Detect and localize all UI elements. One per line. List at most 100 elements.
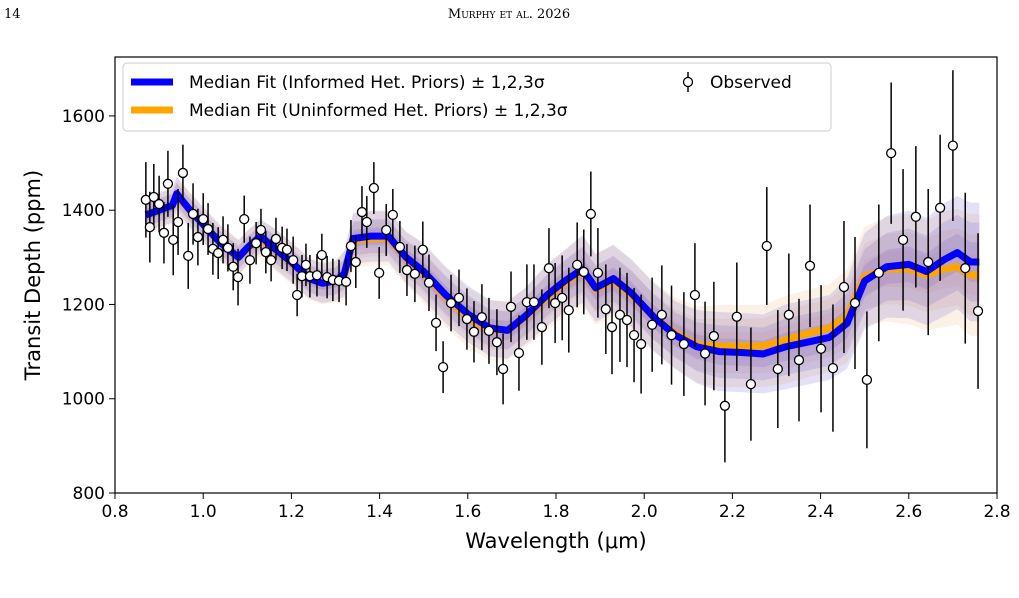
observed-point <box>368 182 380 194</box>
observed-point <box>827 362 839 374</box>
legend-label: Median Fit (Informed Het. Priors) ± 1,2,… <box>189 73 545 93</box>
x-tick-label: 1.2 <box>278 502 305 522</box>
y-tick-label: 1600 <box>62 107 105 127</box>
observed-point <box>192 231 204 243</box>
observed-point <box>491 337 503 348</box>
observed-point <box>678 338 690 350</box>
y-tick-label: 1200 <box>62 295 105 315</box>
observed-point <box>255 224 267 236</box>
observed-point <box>745 378 757 390</box>
observed-point <box>468 326 480 337</box>
observed-point <box>614 309 626 320</box>
x-tick-label: 1.8 <box>542 502 569 522</box>
x-tick-label: 0.8 <box>101 502 128 522</box>
observed-point <box>288 255 299 266</box>
observed-point <box>578 266 589 278</box>
observed-point <box>646 319 658 330</box>
x-tick-label: 2.8 <box>983 502 1010 522</box>
observed-point <box>910 211 922 222</box>
x-tick-label: 2.6 <box>895 502 922 522</box>
x-tick-label: 1.6 <box>454 502 481 522</box>
observed-point <box>947 140 959 151</box>
observed-point <box>585 208 596 220</box>
observed-point <box>430 317 442 328</box>
legend-label: Observed <box>710 73 792 93</box>
observed-point <box>549 297 561 309</box>
observed-point <box>409 268 421 279</box>
observed-point <box>202 223 214 235</box>
observed-point <box>144 222 155 233</box>
observed-point <box>731 311 742 322</box>
observed-point <box>316 249 327 261</box>
observed-point <box>270 233 282 245</box>
observed-point <box>291 289 303 301</box>
y-tick-label: 1400 <box>62 201 105 221</box>
observed-point <box>708 330 720 342</box>
observed-point <box>838 281 850 293</box>
observed-point <box>628 329 640 341</box>
x-tick-label: 2.2 <box>719 502 746 522</box>
observed-point <box>689 289 701 301</box>
observed-point <box>536 321 548 333</box>
observed-point <box>361 216 372 228</box>
observed-point <box>505 301 517 312</box>
observed-point <box>719 400 731 411</box>
observed-point <box>815 343 827 354</box>
x-tick-label: 2.0 <box>631 502 658 522</box>
observed-point <box>783 309 794 320</box>
observed-point <box>897 234 909 246</box>
observed-point <box>621 314 633 326</box>
observed-point <box>381 224 392 236</box>
observed-point <box>250 238 262 249</box>
observed-point <box>453 292 465 304</box>
observed-point <box>461 313 473 325</box>
observed-point <box>497 363 509 375</box>
observed-point <box>187 208 199 220</box>
observed-point <box>183 250 194 262</box>
observed-point <box>572 259 583 271</box>
observed-point <box>172 216 184 228</box>
observed-point <box>563 304 574 316</box>
observed-point <box>923 256 934 268</box>
legend-label: Median Fit (Uninformed Het. Priors) ± 1,… <box>189 101 568 121</box>
observed-point <box>244 255 256 266</box>
observed-point <box>476 312 488 323</box>
observed-point <box>600 304 611 315</box>
legend: Median Fit (Informed Het. Priors) ± 1,2,… <box>122 62 832 132</box>
observed-point <box>849 297 861 309</box>
observed-point <box>635 338 647 350</box>
observed-point <box>222 242 234 254</box>
observed-point <box>158 227 170 238</box>
observed-point <box>772 363 783 375</box>
observed-point <box>656 309 667 320</box>
observed-point <box>793 354 805 366</box>
observed-point <box>666 329 677 341</box>
observed-point <box>153 198 165 210</box>
observed-point <box>699 348 711 359</box>
observed-point <box>281 244 293 255</box>
observed-point <box>934 202 946 213</box>
observed-point <box>445 297 457 309</box>
observed-point <box>300 259 312 271</box>
observed-point <box>148 191 159 203</box>
legend-box <box>122 62 832 132</box>
observed-point <box>804 260 816 271</box>
observed-point <box>417 244 428 255</box>
observed-point <box>168 234 179 246</box>
page-number: 14 <box>4 7 21 22</box>
observed-point <box>387 209 398 221</box>
running-head: Murphy et al. 2026 <box>448 7 570 22</box>
observed-point <box>886 148 897 159</box>
observed-point <box>340 276 352 287</box>
observed-point <box>437 361 449 373</box>
observed-point <box>350 256 361 268</box>
y-tick-label: 1000 <box>62 390 105 410</box>
observed-point <box>162 178 174 189</box>
observed-point <box>177 167 189 179</box>
legend-marker <box>682 76 694 88</box>
observed-point <box>213 247 224 259</box>
observed-point <box>972 305 984 317</box>
observed-point <box>423 277 435 288</box>
observed-point <box>260 246 271 258</box>
